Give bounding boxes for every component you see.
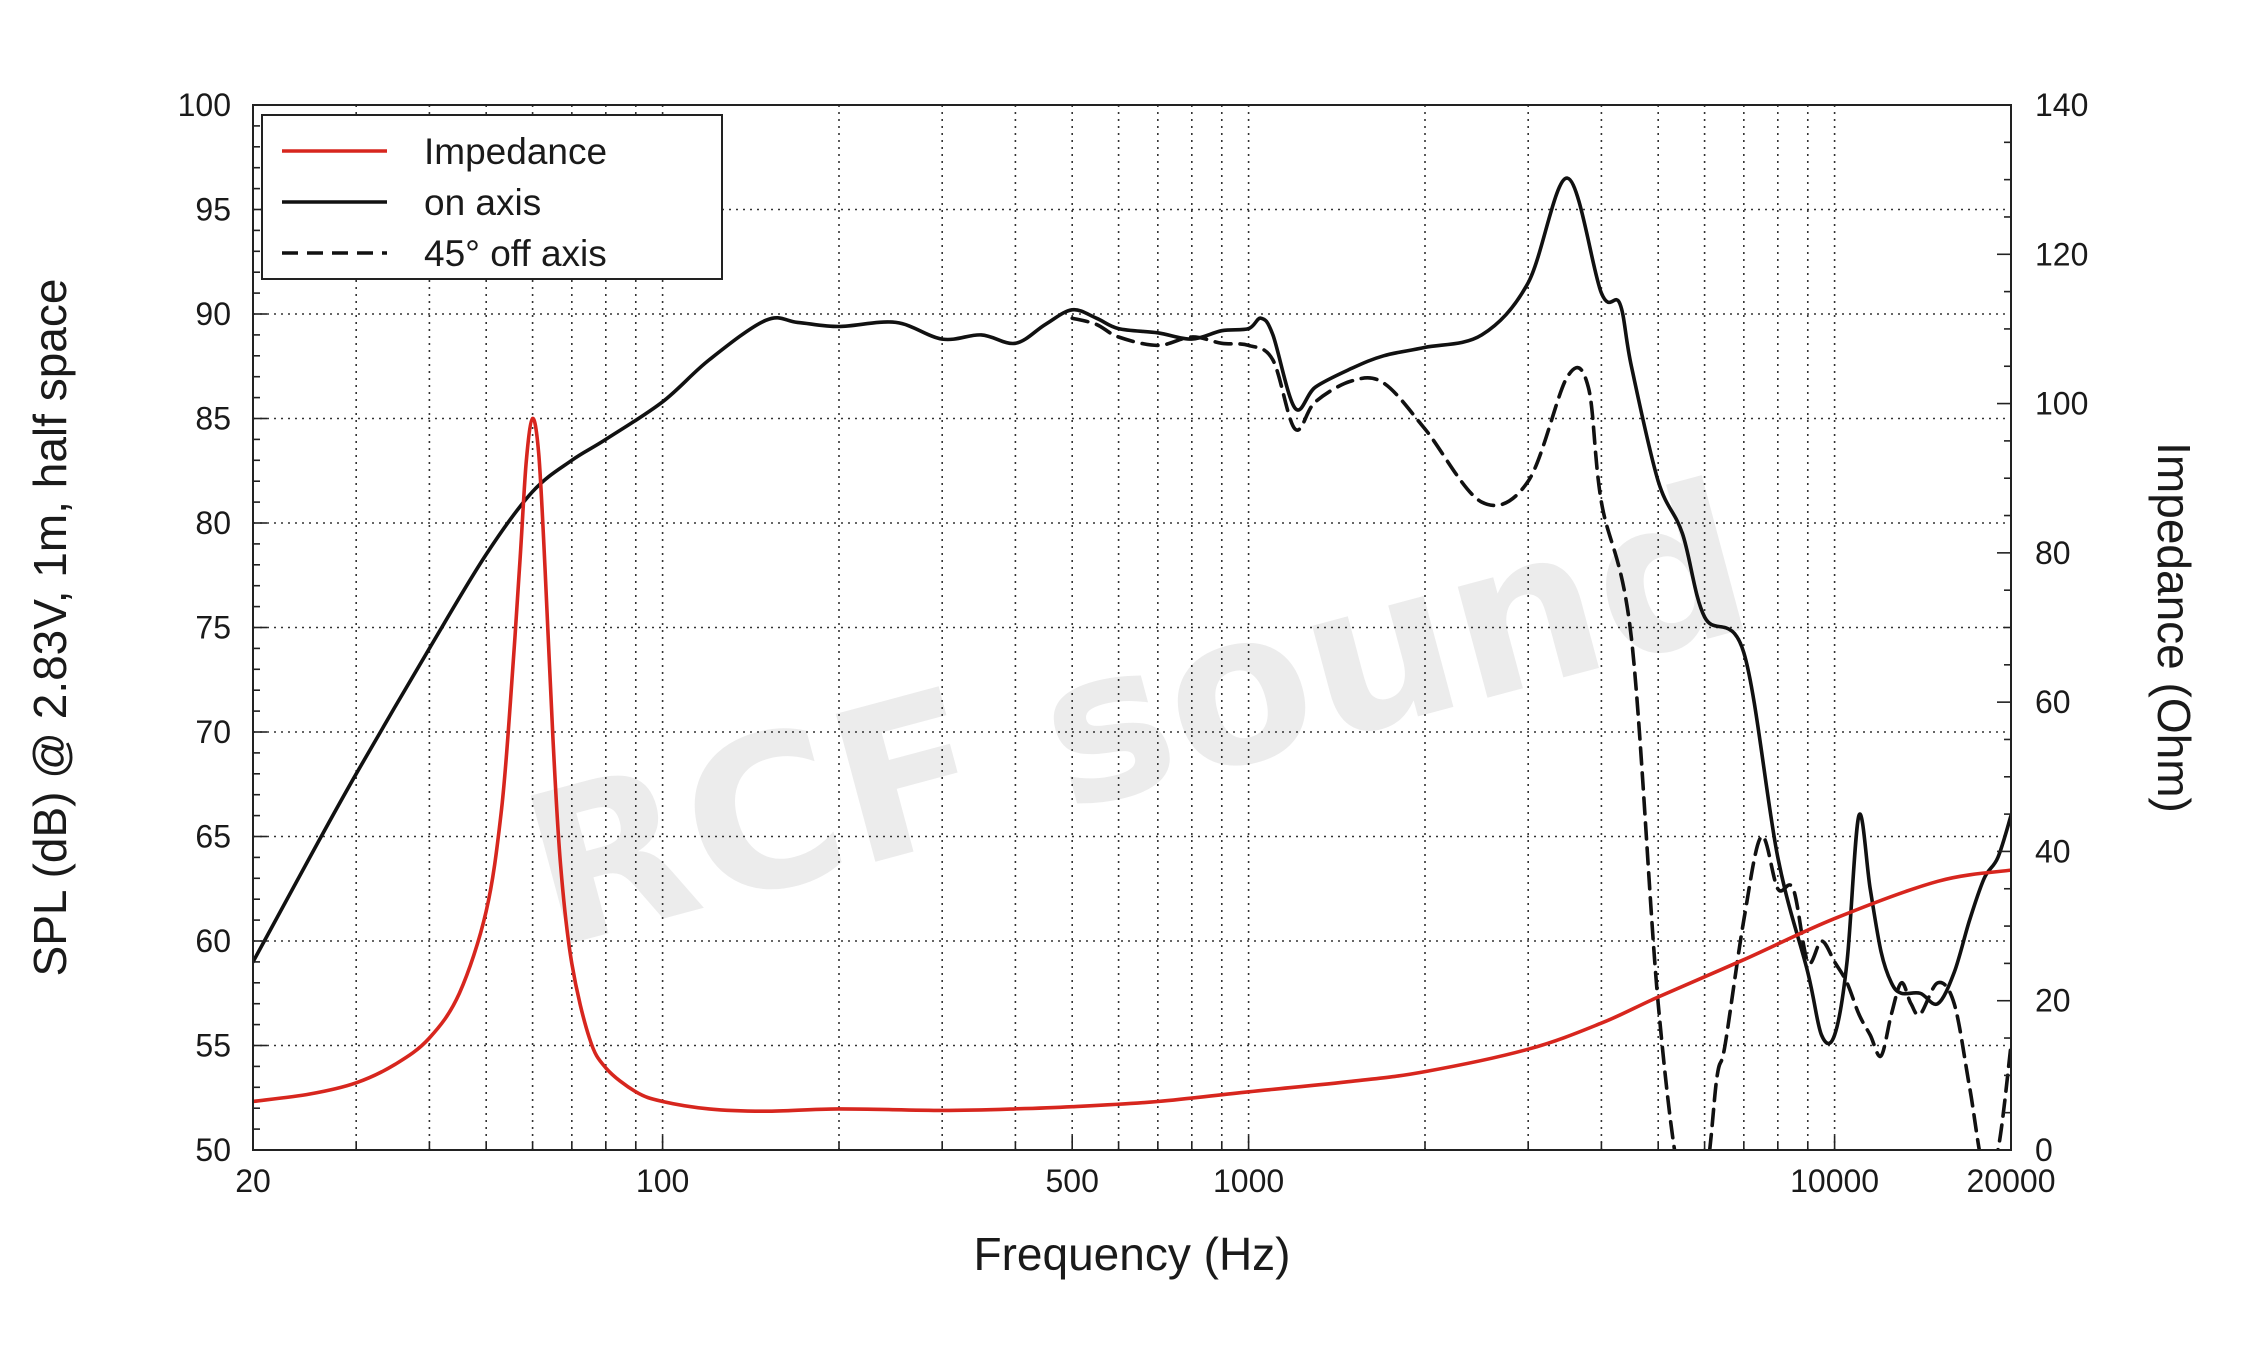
- x-tick-label: 20000: [1967, 1163, 2056, 1199]
- y-tick-label: 50: [195, 1132, 231, 1168]
- y-tick-label: 55: [195, 1028, 231, 1064]
- tick-labels: 20 100 500 1000 10000 20000505560657075808590…: [178, 87, 2089, 1199]
- y-tick-label: 95: [195, 192, 231, 228]
- x-axis-title: Frequency (Hz): [974, 1228, 1291, 1280]
- y-tick-label: 100: [178, 87, 231, 123]
- y2-axis-title: Impedance (Ohm): [2148, 442, 2200, 813]
- y-tick-label: 65: [195, 819, 231, 855]
- y2-tick-label: 40: [2035, 833, 2071, 869]
- y-tick-label: 90: [195, 296, 231, 332]
- y2-tick-label: 140: [2035, 87, 2088, 123]
- watermark-text: RCF sound: [501, 436, 1773, 996]
- y2-tick-label: 120: [2035, 236, 2088, 272]
- y2-tick-label: 80: [2035, 535, 2071, 571]
- y-tick-label: 60: [195, 923, 231, 959]
- legend-label: on axis: [424, 182, 541, 223]
- x-tick-label: 10000: [1790, 1163, 1879, 1199]
- y-tick-label: 75: [195, 610, 231, 646]
- y-tick-label: 70: [195, 714, 231, 750]
- legend: Impedance on axis 45° off axis: [261, 114, 723, 280]
- y2-tick-label: 60: [2035, 684, 2071, 720]
- series-line-45-off-axis: [1070, 316, 2011, 1150]
- series-line-on-axis: [253, 176, 2011, 1046]
- axis-ticks: [252, 104, 2012, 1151]
- legend-label: Impedance: [424, 131, 607, 172]
- y-tick-label: 80: [195, 505, 231, 541]
- series-lines: [253, 176, 2011, 1150]
- legend-label: 45° off axis: [424, 233, 607, 274]
- y2-tick-label: 100: [2035, 386, 2088, 422]
- y-tick-label: 85: [195, 401, 231, 437]
- series-line-impedance: [253, 416, 2011, 1113]
- x-tick-label: 20: [235, 1163, 271, 1199]
- y2-tick-label: 0: [2035, 1132, 2053, 1168]
- watermark: RCF sound: [501, 436, 1773, 996]
- x-tick-label: 1000: [1213, 1163, 1284, 1199]
- x-tick-label: 500: [1045, 1163, 1098, 1199]
- y2-tick-label: 20: [2035, 983, 2071, 1019]
- x-tick-label: 100: [636, 1163, 689, 1199]
- y-axis-title: SPL (dB) @ 2.83V, 1m, half space: [24, 279, 76, 977]
